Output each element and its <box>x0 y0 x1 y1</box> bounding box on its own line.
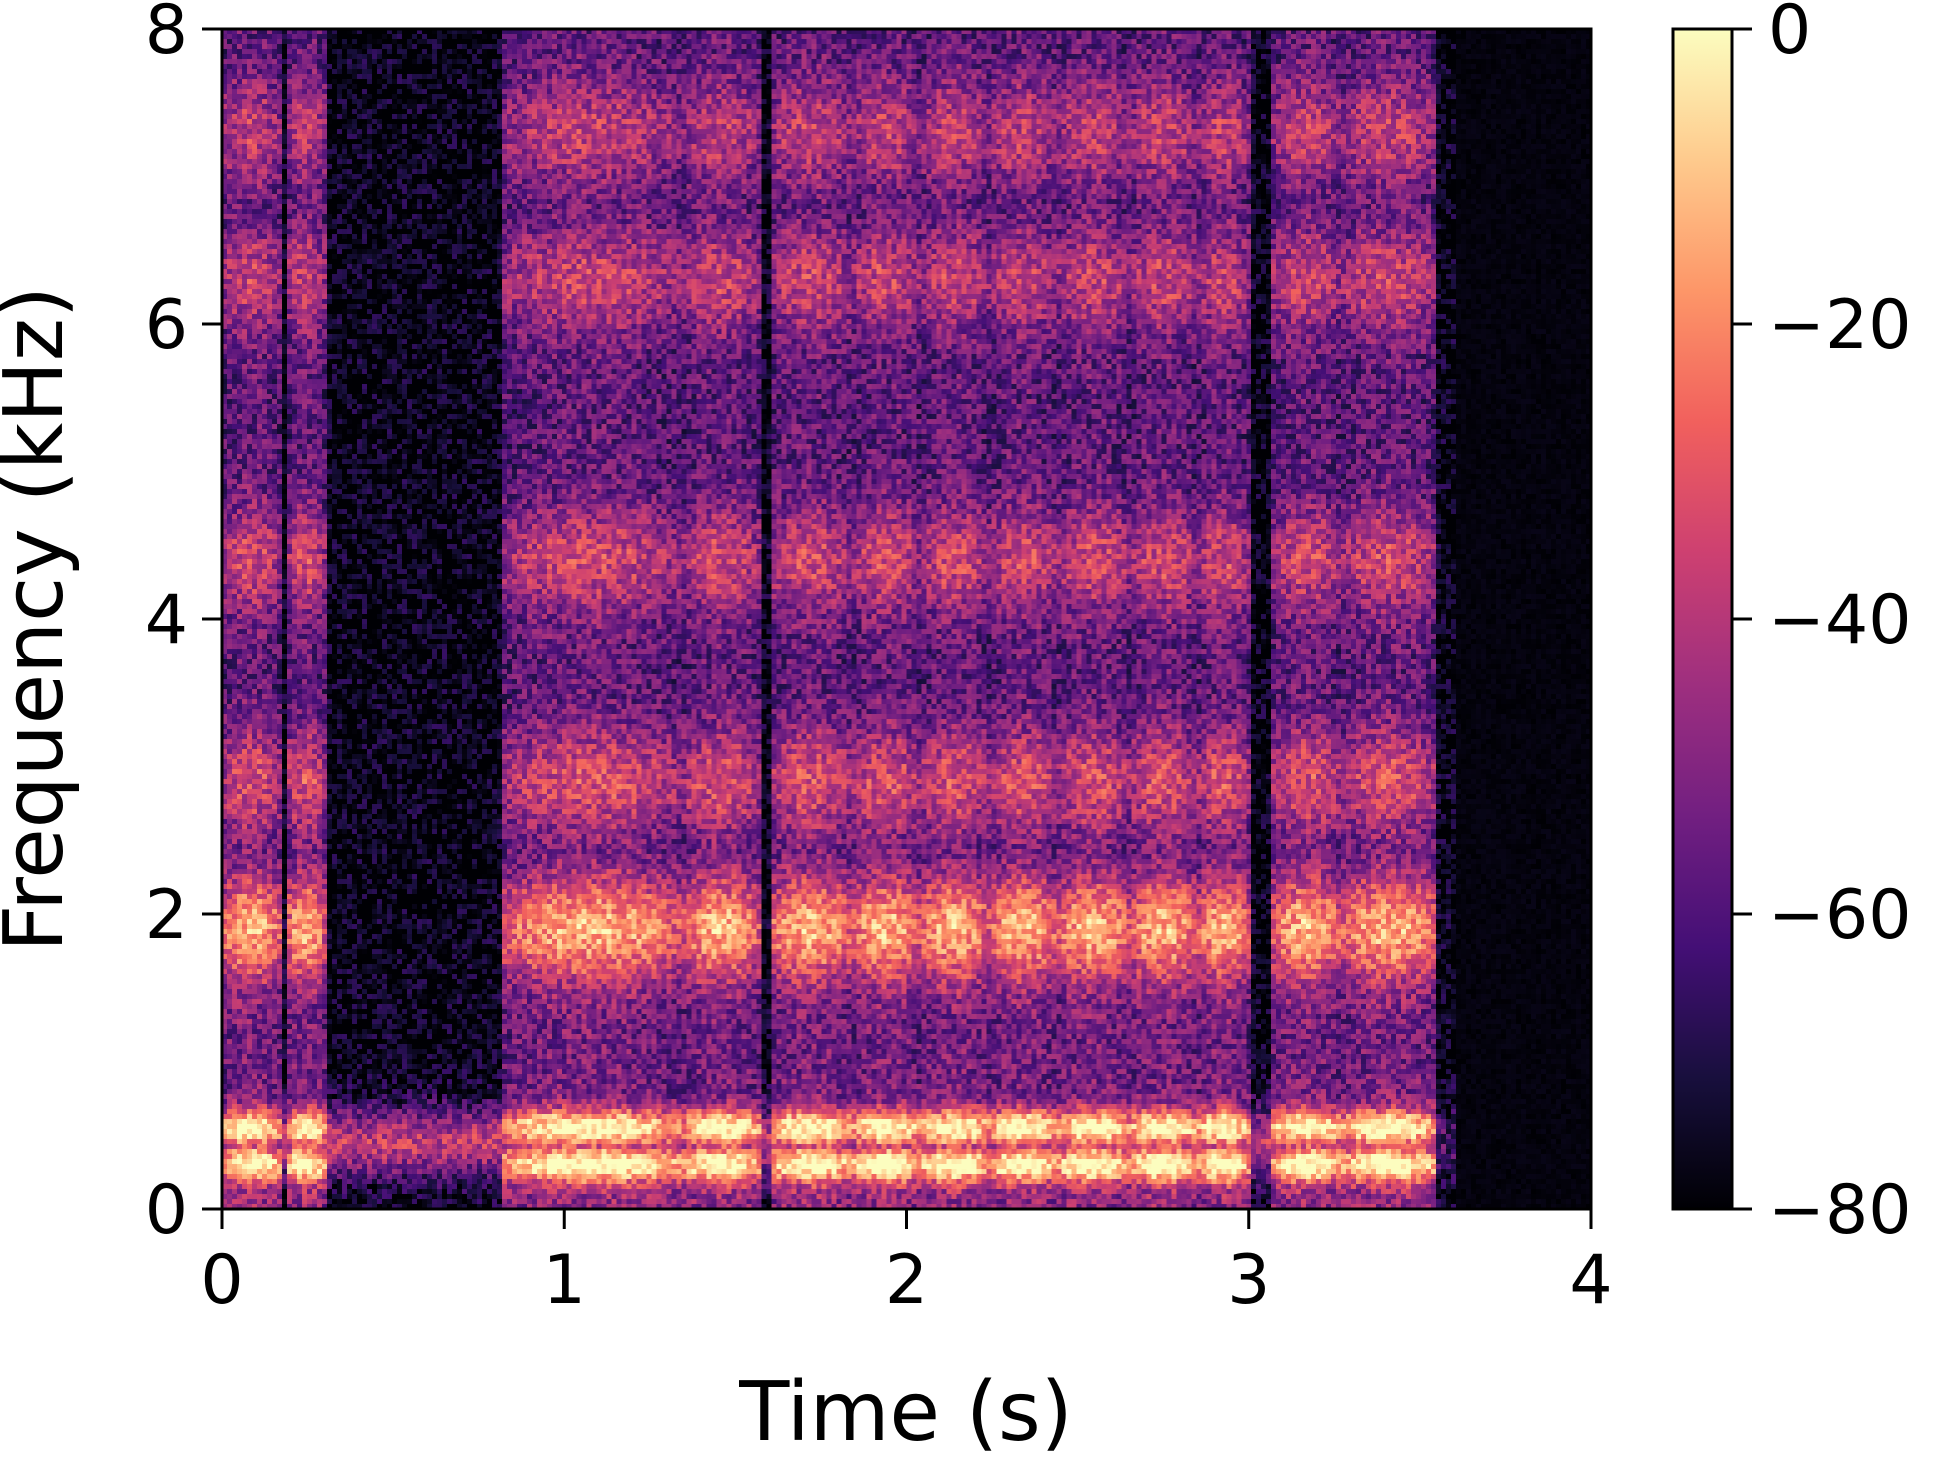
x-tick-label: 3 <box>1227 1241 1270 1320</box>
x-axis-title: Time (s) <box>738 1365 1072 1458</box>
colorbar-tick-label: −40 <box>1768 581 1912 660</box>
y-tick-label: 2 <box>145 876 188 955</box>
colorbar-gradient <box>1673 29 1732 1209</box>
colorbar-tick-label: −20 <box>1768 286 1912 365</box>
colorbar-tick-label: 0 <box>1768 0 1811 70</box>
x-tick-label: 0 <box>200 1241 243 1320</box>
spectrogram-image <box>222 29 1591 1209</box>
spectrogram-heatmap <box>222 29 1591 1209</box>
y-tick-label: 6 <box>145 286 188 365</box>
y-tick-label: 0 <box>145 1171 188 1250</box>
y-axis-ticks: 0 2 4 6 8 <box>145 0 222 1250</box>
colorbar <box>1673 29 1732 1209</box>
y-axis-title: Frequency (kHz) <box>0 286 82 952</box>
colorbar-ticks: 0 −20 −40 −60 −80 <box>1732 0 1912 1250</box>
colorbar-tick-label: −80 <box>1768 1171 1912 1250</box>
x-tick-label: 4 <box>1569 1241 1612 1320</box>
colorbar-tick-label: −60 <box>1768 876 1912 955</box>
x-axis-ticks: 0 1 2 3 4 <box>200 1209 1613 1320</box>
y-tick-label: 4 <box>145 581 188 660</box>
y-tick-label: 8 <box>145 0 188 70</box>
x-tick-label: 1 <box>543 1241 586 1320</box>
x-tick-label: 2 <box>885 1241 928 1320</box>
